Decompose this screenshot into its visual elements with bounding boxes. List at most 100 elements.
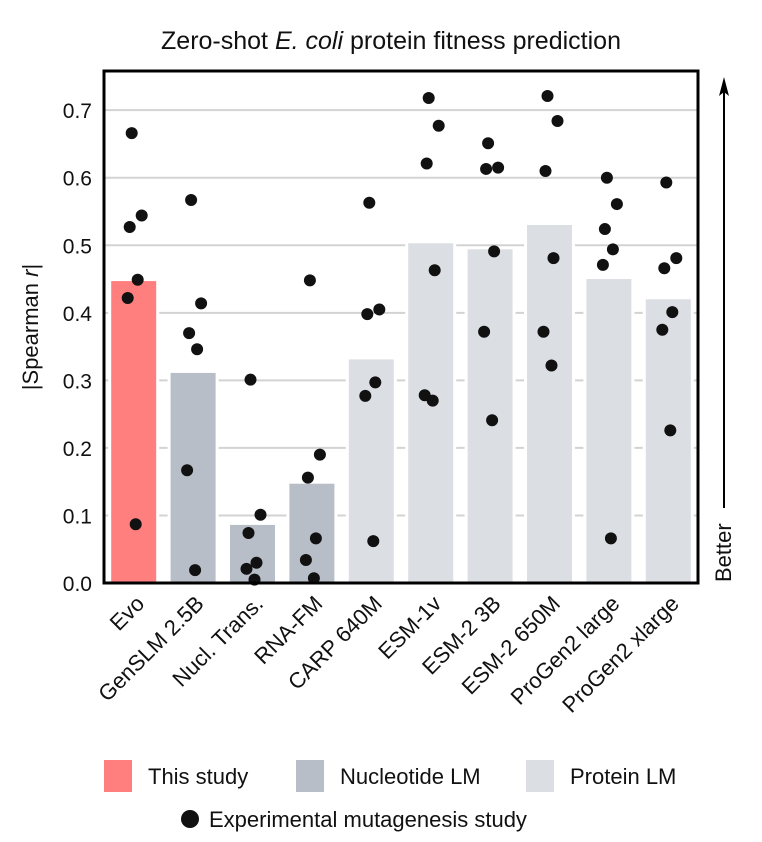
data-point [244, 373, 257, 386]
legend-label: Protein LM [570, 764, 676, 789]
legend-label: Nucleotide LM [340, 764, 481, 789]
data-point [129, 518, 142, 531]
data-point [488, 245, 501, 258]
data-point [537, 325, 550, 338]
y-tick-label: 0.1 [63, 505, 92, 528]
data-point [373, 303, 386, 316]
data-point [539, 164, 552, 177]
data-point [660, 176, 673, 189]
bar-esm-1v [408, 243, 454, 583]
data-point [189, 564, 202, 577]
y-axis-label: |Spearman r| [18, 264, 43, 390]
data-point [478, 325, 491, 338]
legend-label: This study [148, 764, 248, 789]
y-axis-label-part: | [18, 264, 43, 270]
data-points [121, 89, 683, 586]
data-point [240, 562, 253, 575]
data-point [610, 198, 623, 211]
data-point [422, 92, 435, 105]
data-point [191, 343, 204, 356]
data-point [125, 127, 138, 140]
up-arrow-icon [719, 77, 729, 96]
data-point [670, 252, 683, 265]
data-point [551, 114, 564, 127]
data-point [432, 119, 445, 132]
data-point [123, 221, 136, 234]
bar-genslm-2-5b [170, 372, 216, 583]
data-point [309, 532, 322, 545]
data-point [131, 273, 144, 286]
y-tick-label: 0.2 [63, 438, 92, 461]
y-tick-label: 0.4 [63, 303, 93, 326]
data-point [480, 162, 493, 175]
data-point [313, 448, 326, 461]
data-point [486, 414, 499, 427]
data-point [658, 262, 671, 275]
y-axis-label-part: r [18, 268, 43, 277]
bar-evo [111, 281, 157, 583]
data-point [664, 424, 677, 437]
chart-title-part: protein fitness prediction [343, 27, 621, 55]
bar-spacer [227, 73, 278, 583]
legend: This study Nucleotide LM Protein LM Experim… [104, 760, 676, 832]
data-point [369, 376, 382, 389]
x-tick-label: Evo [105, 591, 149, 635]
bar-carp-640m [348, 359, 394, 583]
data-point [183, 327, 196, 340]
data-point [656, 323, 669, 336]
data-point [303, 274, 316, 287]
data-point [301, 471, 314, 484]
data-point [367, 535, 380, 548]
data-point [361, 308, 374, 321]
data-point [604, 532, 617, 545]
y-axis-label-part: |Spearman [18, 277, 43, 390]
data-point [185, 194, 198, 207]
y-tick-label: 0.0 [63, 573, 92, 596]
data-point [598, 223, 611, 236]
legend-swatch [104, 760, 132, 792]
data-point [307, 572, 320, 585]
data-point [420, 157, 433, 170]
better-label-bg [712, 508, 736, 583]
chart-title: Zero-shot E. coli protein fitness predic… [161, 27, 621, 55]
data-point [492, 161, 505, 174]
data-point [299, 554, 312, 567]
y-tick-label: 0.5 [63, 235, 92, 258]
bar-progen2-xlarge [645, 299, 691, 583]
data-point [541, 89, 554, 102]
data-point [254, 508, 267, 521]
legend-swatch [526, 760, 554, 792]
chart-title-part: E. coli [275, 27, 345, 55]
data-point [545, 359, 558, 372]
data-point [181, 464, 194, 477]
bar-esm-2-650m [527, 225, 572, 583]
data-point [250, 556, 263, 569]
chart-title-part: Zero-shot [161, 27, 275, 55]
bars [108, 73, 694, 583]
better-annotation: Better [711, 77, 736, 583]
legend-label: Experimental mutagenesis study [209, 807, 527, 832]
data-point [596, 258, 609, 271]
data-point [482, 137, 495, 150]
better-label: Better [711, 523, 736, 582]
data-point [600, 171, 613, 184]
y-axis-ticks: 0.0 0.1 0.2 0.3 0.4 0.5 0.6 0.7 [63, 100, 93, 596]
data-point [242, 527, 255, 540]
data-point [121, 291, 134, 304]
data-point [363, 196, 376, 209]
bar-rna-fm [289, 483, 335, 583]
data-point [606, 243, 619, 256]
data-point [666, 306, 679, 319]
y-tick-label: 0.6 [63, 168, 92, 191]
legend-point-marker [181, 810, 199, 828]
data-point [359, 389, 372, 402]
y-tick-label: 0.7 [63, 100, 92, 123]
data-point [135, 209, 148, 222]
data-point [547, 252, 560, 265]
legend-swatch [296, 760, 324, 792]
plot-frame [102, 69, 700, 585]
data-point [426, 394, 439, 407]
data-point [195, 297, 208, 310]
